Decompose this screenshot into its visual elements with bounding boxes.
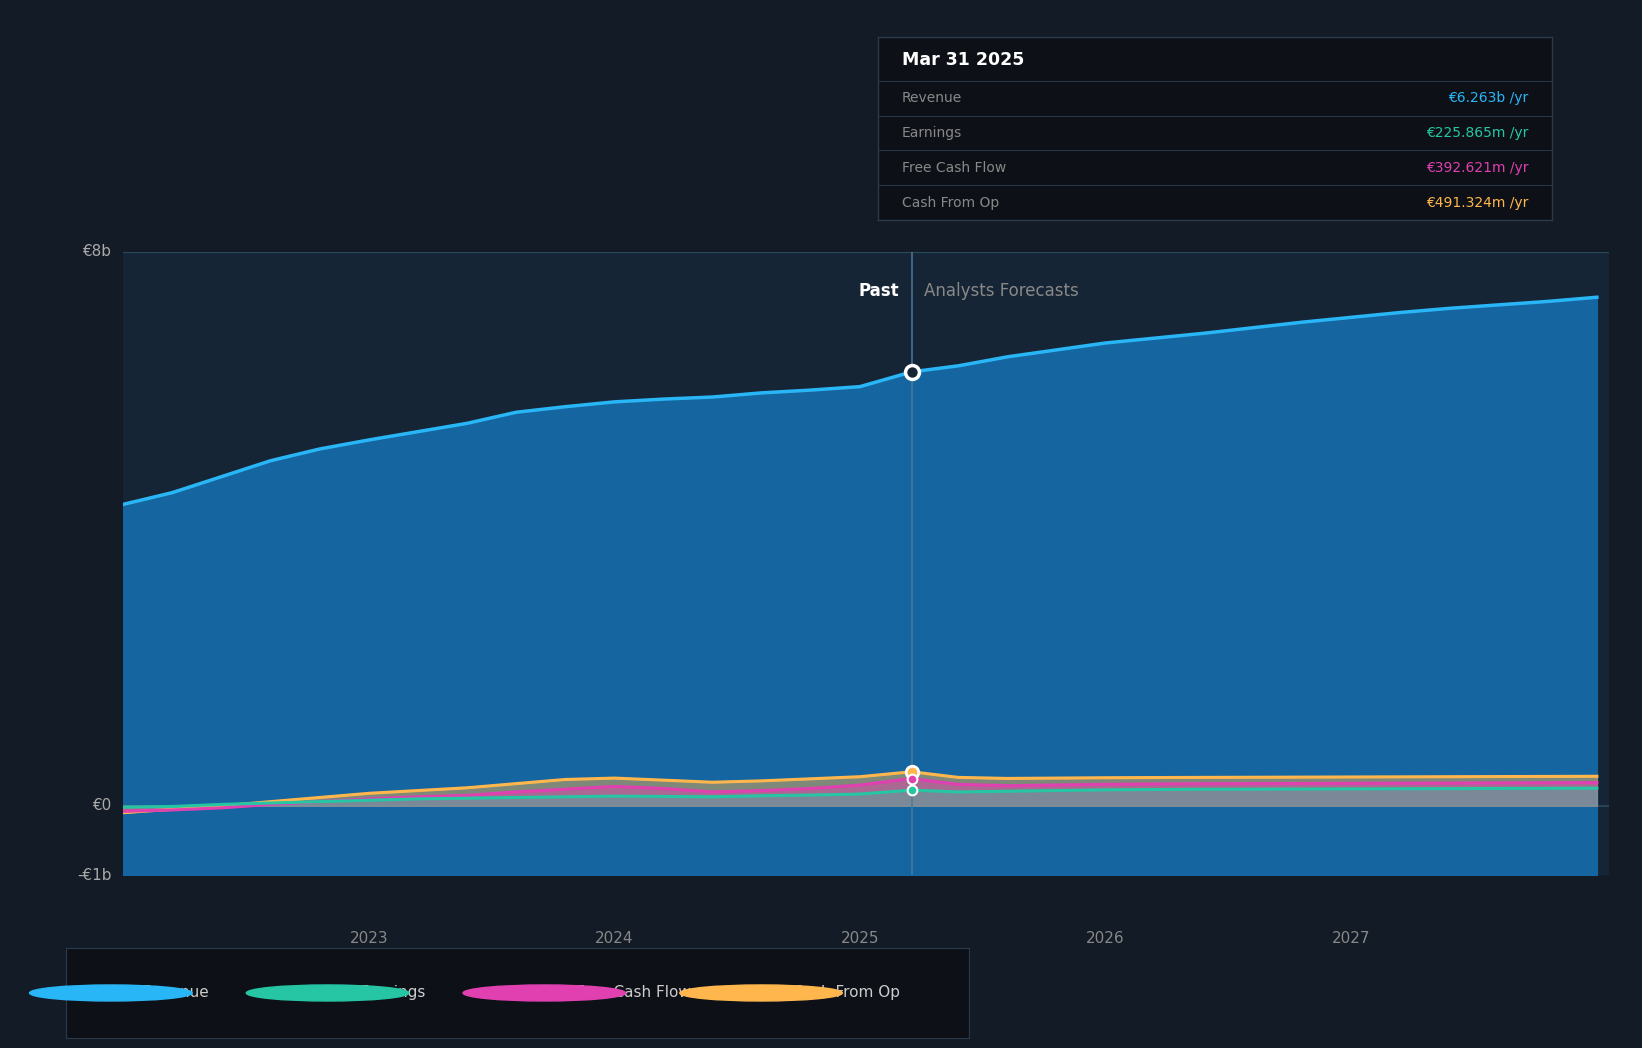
Text: €491.324m /yr: €491.324m /yr [1425, 196, 1529, 210]
Text: €8b: €8b [82, 244, 112, 259]
Text: -€1b: -€1b [77, 868, 112, 882]
Text: €6.263b /yr: €6.263b /yr [1448, 91, 1529, 105]
Text: Mar 31 2025: Mar 31 2025 [901, 51, 1025, 69]
Text: 2025: 2025 [841, 932, 878, 946]
Text: 2023: 2023 [350, 932, 388, 946]
Text: €0: €0 [92, 799, 112, 813]
Text: €392.621m /yr: €392.621m /yr [1425, 160, 1529, 175]
Text: Revenue: Revenue [901, 91, 962, 105]
Text: Free Cash Flow: Free Cash Flow [901, 160, 1007, 175]
Text: Past: Past [859, 282, 900, 300]
Text: Cash From Op: Cash From Op [901, 196, 1000, 210]
Text: 2026: 2026 [1087, 932, 1125, 946]
Text: Earnings: Earnings [360, 985, 425, 1001]
Text: 2027: 2027 [1332, 932, 1371, 946]
Circle shape [680, 985, 842, 1001]
Text: Analysts Forecasts: Analysts Forecasts [924, 282, 1079, 300]
Circle shape [30, 985, 192, 1001]
Text: €225.865m /yr: €225.865m /yr [1425, 126, 1529, 140]
Text: Free Cash Flow: Free Cash Flow [576, 985, 691, 1001]
Circle shape [463, 985, 626, 1001]
Circle shape [246, 985, 409, 1001]
Text: Revenue: Revenue [143, 985, 209, 1001]
Text: Earnings: Earnings [901, 126, 962, 140]
Text: 2024: 2024 [594, 932, 634, 946]
Text: Cash From Op: Cash From Op [793, 985, 900, 1001]
